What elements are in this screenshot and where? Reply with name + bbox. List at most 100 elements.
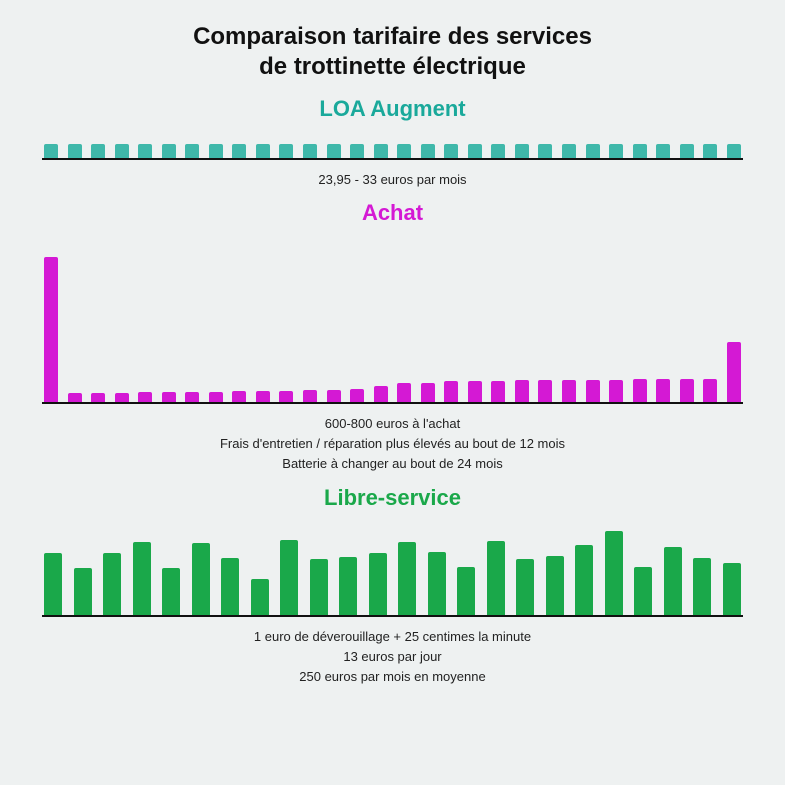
bar (209, 144, 223, 158)
bar (138, 392, 152, 402)
bar (546, 556, 564, 615)
bar (103, 553, 121, 615)
bar (609, 144, 623, 158)
bar (421, 383, 435, 402)
bar (68, 393, 82, 402)
bar (350, 144, 364, 158)
bar (398, 542, 416, 615)
page: Comparaison tarifaire des services de tr… (0, 0, 785, 785)
bar (232, 391, 246, 402)
section-libre: Libre-service 1 euro de déverouillage + 2… (24, 485, 761, 687)
chart-libre (42, 519, 743, 617)
bar (303, 144, 317, 158)
bar (457, 567, 475, 615)
bar (656, 144, 670, 158)
bar (44, 257, 58, 402)
bar (656, 379, 670, 402)
bar (251, 579, 269, 615)
bar (727, 342, 741, 402)
bar (397, 144, 411, 158)
bar (397, 383, 411, 402)
bar (680, 144, 694, 158)
bar (221, 558, 239, 615)
bar (68, 144, 82, 158)
bar (374, 386, 388, 402)
caption: 1 euro de déverouillage + 25 centimes la… (24, 627, 761, 647)
bar (562, 144, 576, 158)
bar (327, 390, 341, 402)
bar (633, 144, 647, 158)
bar (609, 380, 623, 402)
section-title-achat: Achat (24, 200, 761, 226)
bar (444, 381, 458, 402)
bar (491, 381, 505, 402)
bar (491, 144, 505, 158)
bar (575, 545, 593, 615)
section-loa: LOA Augment 23,95 - 33 euros par mois (24, 96, 761, 190)
bar (303, 390, 317, 402)
bar (727, 144, 741, 158)
bar (538, 144, 552, 158)
bar (703, 379, 717, 402)
bar (562, 380, 576, 402)
bar (586, 380, 600, 402)
section-title-libre: Libre-service (24, 485, 761, 511)
bar (44, 144, 58, 158)
caption: Frais d'entretien / réparation plus élev… (24, 434, 761, 454)
captions-loa: 23,95 - 33 euros par mois (24, 170, 761, 190)
bar (162, 568, 180, 615)
bar (516, 559, 534, 615)
caption: 250 euros par mois en moyenne (24, 667, 761, 687)
bar (310, 559, 328, 615)
bars-loa (42, 130, 743, 158)
bar (468, 381, 482, 402)
bar (428, 552, 446, 615)
bar (468, 144, 482, 158)
chart-sections: LOA Augment 23,95 - 33 euros par mois Acha… (24, 96, 761, 687)
chart-achat (42, 234, 743, 404)
chart-loa (42, 130, 743, 160)
bar (44, 553, 62, 615)
bar (374, 144, 388, 158)
bars-libre (42, 519, 743, 615)
page-title: Comparaison tarifaire des services de tr… (24, 22, 761, 82)
bar (133, 542, 151, 615)
bar (74, 568, 92, 615)
bar (680, 379, 694, 402)
bar (693, 558, 711, 615)
bar (586, 144, 600, 158)
bar (162, 392, 176, 402)
bars-achat (42, 234, 743, 402)
bar (232, 144, 246, 158)
bar (185, 144, 199, 158)
bar (339, 557, 357, 615)
bar (115, 144, 129, 158)
bar (515, 380, 529, 402)
caption: 23,95 - 33 euros par mois (24, 170, 761, 190)
captions-libre: 1 euro de déverouillage + 25 centimes la… (24, 627, 761, 687)
section-title-loa: LOA Augment (24, 96, 761, 122)
bar (487, 541, 505, 615)
bar (162, 144, 176, 158)
caption: 600-800 euros à l'achat (24, 414, 761, 434)
bar (192, 543, 210, 615)
bar (538, 380, 552, 402)
bar (723, 563, 741, 615)
page-title-line1: Comparaison tarifaire des services (24, 22, 761, 52)
bar (444, 144, 458, 158)
bar (279, 391, 293, 402)
page-title-line2: de trottinette électrique (24, 52, 761, 82)
bar (209, 392, 223, 402)
bar (369, 553, 387, 615)
bar (633, 379, 647, 402)
bar (664, 547, 682, 615)
bar (115, 393, 129, 402)
bar (256, 391, 270, 402)
caption: Batterie à changer au bout de 24 mois (24, 454, 761, 474)
bar (91, 144, 105, 158)
bar (138, 144, 152, 158)
captions-achat: 600-800 euros à l'achatFrais d'entretien… (24, 414, 761, 474)
bar (327, 144, 341, 158)
bar (515, 144, 529, 158)
bar (350, 389, 364, 402)
